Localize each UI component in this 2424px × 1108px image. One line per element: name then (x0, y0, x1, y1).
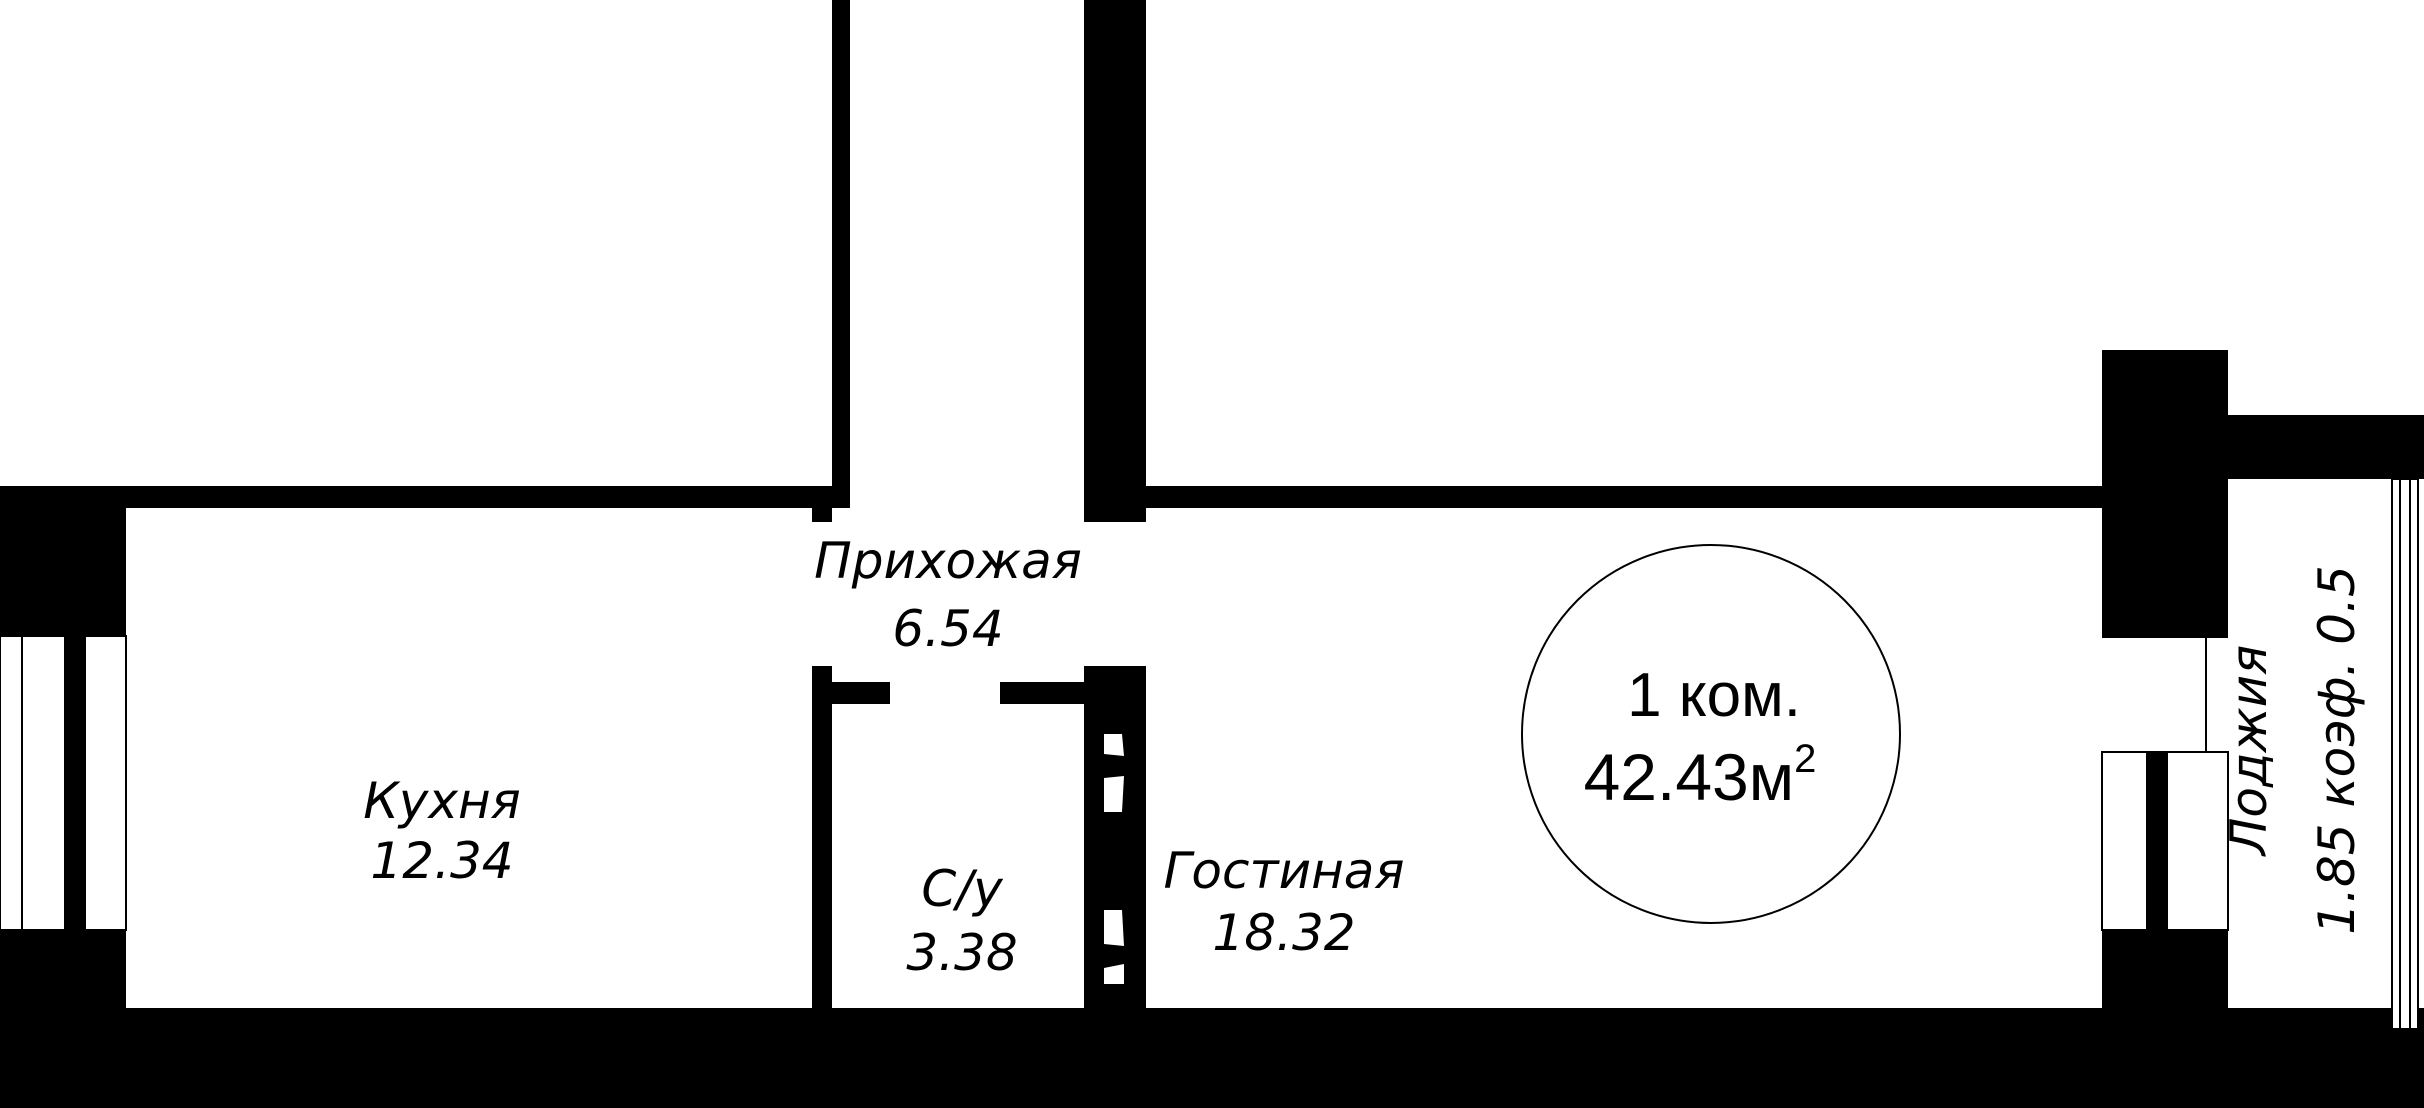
bottom-exterior-wall (0, 1008, 2424, 1108)
upper-mid-partition-wall (1084, 0, 1146, 500)
loggia-details: 1.85 коэф. 0.5 (2308, 565, 2366, 935)
hallway-name: Прихожая (814, 532, 1082, 590)
rooms-count-label: 1 ком. (1627, 661, 1801, 730)
hallway-area: 6.54 (892, 600, 1003, 658)
upper-left-slab (0, 486, 850, 508)
bathroom-right-wall (1084, 666, 1146, 1008)
right-wall-bottom-pier (2102, 930, 2228, 1010)
upper-right-slab (1146, 486, 2102, 508)
kitchen-window (0, 635, 127, 931)
right-wall-top-pier (2102, 350, 2228, 638)
left-wall-top-pier (0, 486, 126, 636)
bathroom-name: С/у (921, 860, 1004, 918)
entry-stub-left (812, 500, 832, 522)
living-room-balcony-door (2101, 751, 2229, 931)
summary-circle (1521, 544, 1901, 924)
loggia-name: Лоджия (2220, 645, 2278, 857)
kitchen-area: 12.34 (370, 832, 513, 890)
living-room-name: Гостиная (1164, 842, 1405, 900)
bathroom-top-wall-right (1000, 682, 1084, 704)
upper-left-partition-wall (832, 0, 850, 500)
total-area-value: 42.43м (1584, 740, 1795, 814)
entry-stub-right (1084, 500, 1146, 522)
loggia-bottom-wall (2228, 1028, 2424, 1108)
area-unit-exponent: 2 (1794, 737, 1816, 781)
kitchen-name: Кухня (363, 772, 520, 830)
bathroom-area: 3.38 (906, 924, 1017, 982)
loggia-glazing (2391, 478, 2419, 1030)
loggia-top-wall (2228, 415, 2424, 479)
bathroom-top-wall-left (812, 682, 890, 704)
total-area-label: 42.43м2 (1584, 737, 1817, 814)
bathroom-left-wall (812, 666, 832, 1008)
left-wall-bottom-pier (0, 930, 126, 1010)
living-room-area: 18.32 (1212, 904, 1355, 962)
